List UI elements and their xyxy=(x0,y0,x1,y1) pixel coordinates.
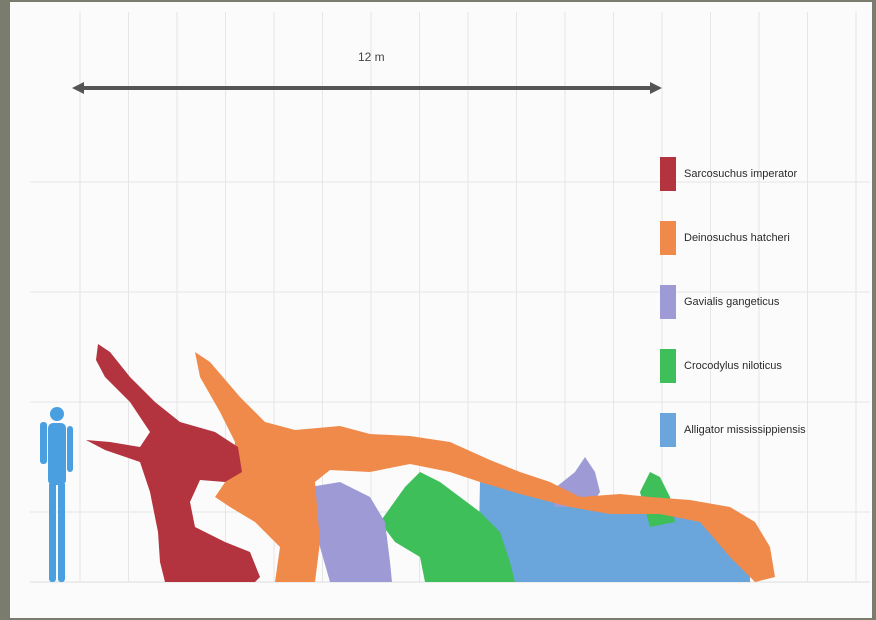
legend: Sarcosuchus imperator Deinosuchus hatche… xyxy=(660,142,865,462)
deinosuchus-silhouette xyxy=(195,352,775,582)
gavialis-silhouette xyxy=(310,457,600,582)
legend-item-alligator: Alligator mississippiensis xyxy=(660,398,865,462)
legend-item-gavialis: Gavialis gangeticus xyxy=(660,270,865,334)
legend-swatch xyxy=(660,349,676,383)
scale-bar-label: 12 m xyxy=(358,50,385,64)
legend-label: Deinosuchus hatcheri xyxy=(684,232,790,244)
legend-item-sarcosuchus: Sarcosuchus imperator xyxy=(660,142,865,206)
crocodylus-silhouette xyxy=(380,472,675,582)
diagram-frame: 12 m Sarcosuchus imperator Deinosuchus h… xyxy=(10,2,872,618)
legend-label: Sarcosuchus imperator xyxy=(684,168,798,180)
legend-label: Alligator mississippiensis xyxy=(684,424,806,436)
human-silhouette xyxy=(40,407,73,582)
sarcosuchus-silhouette xyxy=(86,344,260,582)
legend-swatch xyxy=(660,413,676,447)
legend-item-deinosuchus: Deinosuchus hatcheri xyxy=(660,206,865,270)
legend-swatch xyxy=(660,157,676,191)
legend-label: Gavialis gangeticus xyxy=(684,296,780,308)
scale-bar xyxy=(72,82,662,94)
legend-swatch xyxy=(660,221,676,255)
legend-swatch xyxy=(660,285,676,319)
legend-label: Crocodylus niloticus xyxy=(684,360,782,372)
legend-item-crocodylus: Crocodylus niloticus xyxy=(660,334,865,398)
